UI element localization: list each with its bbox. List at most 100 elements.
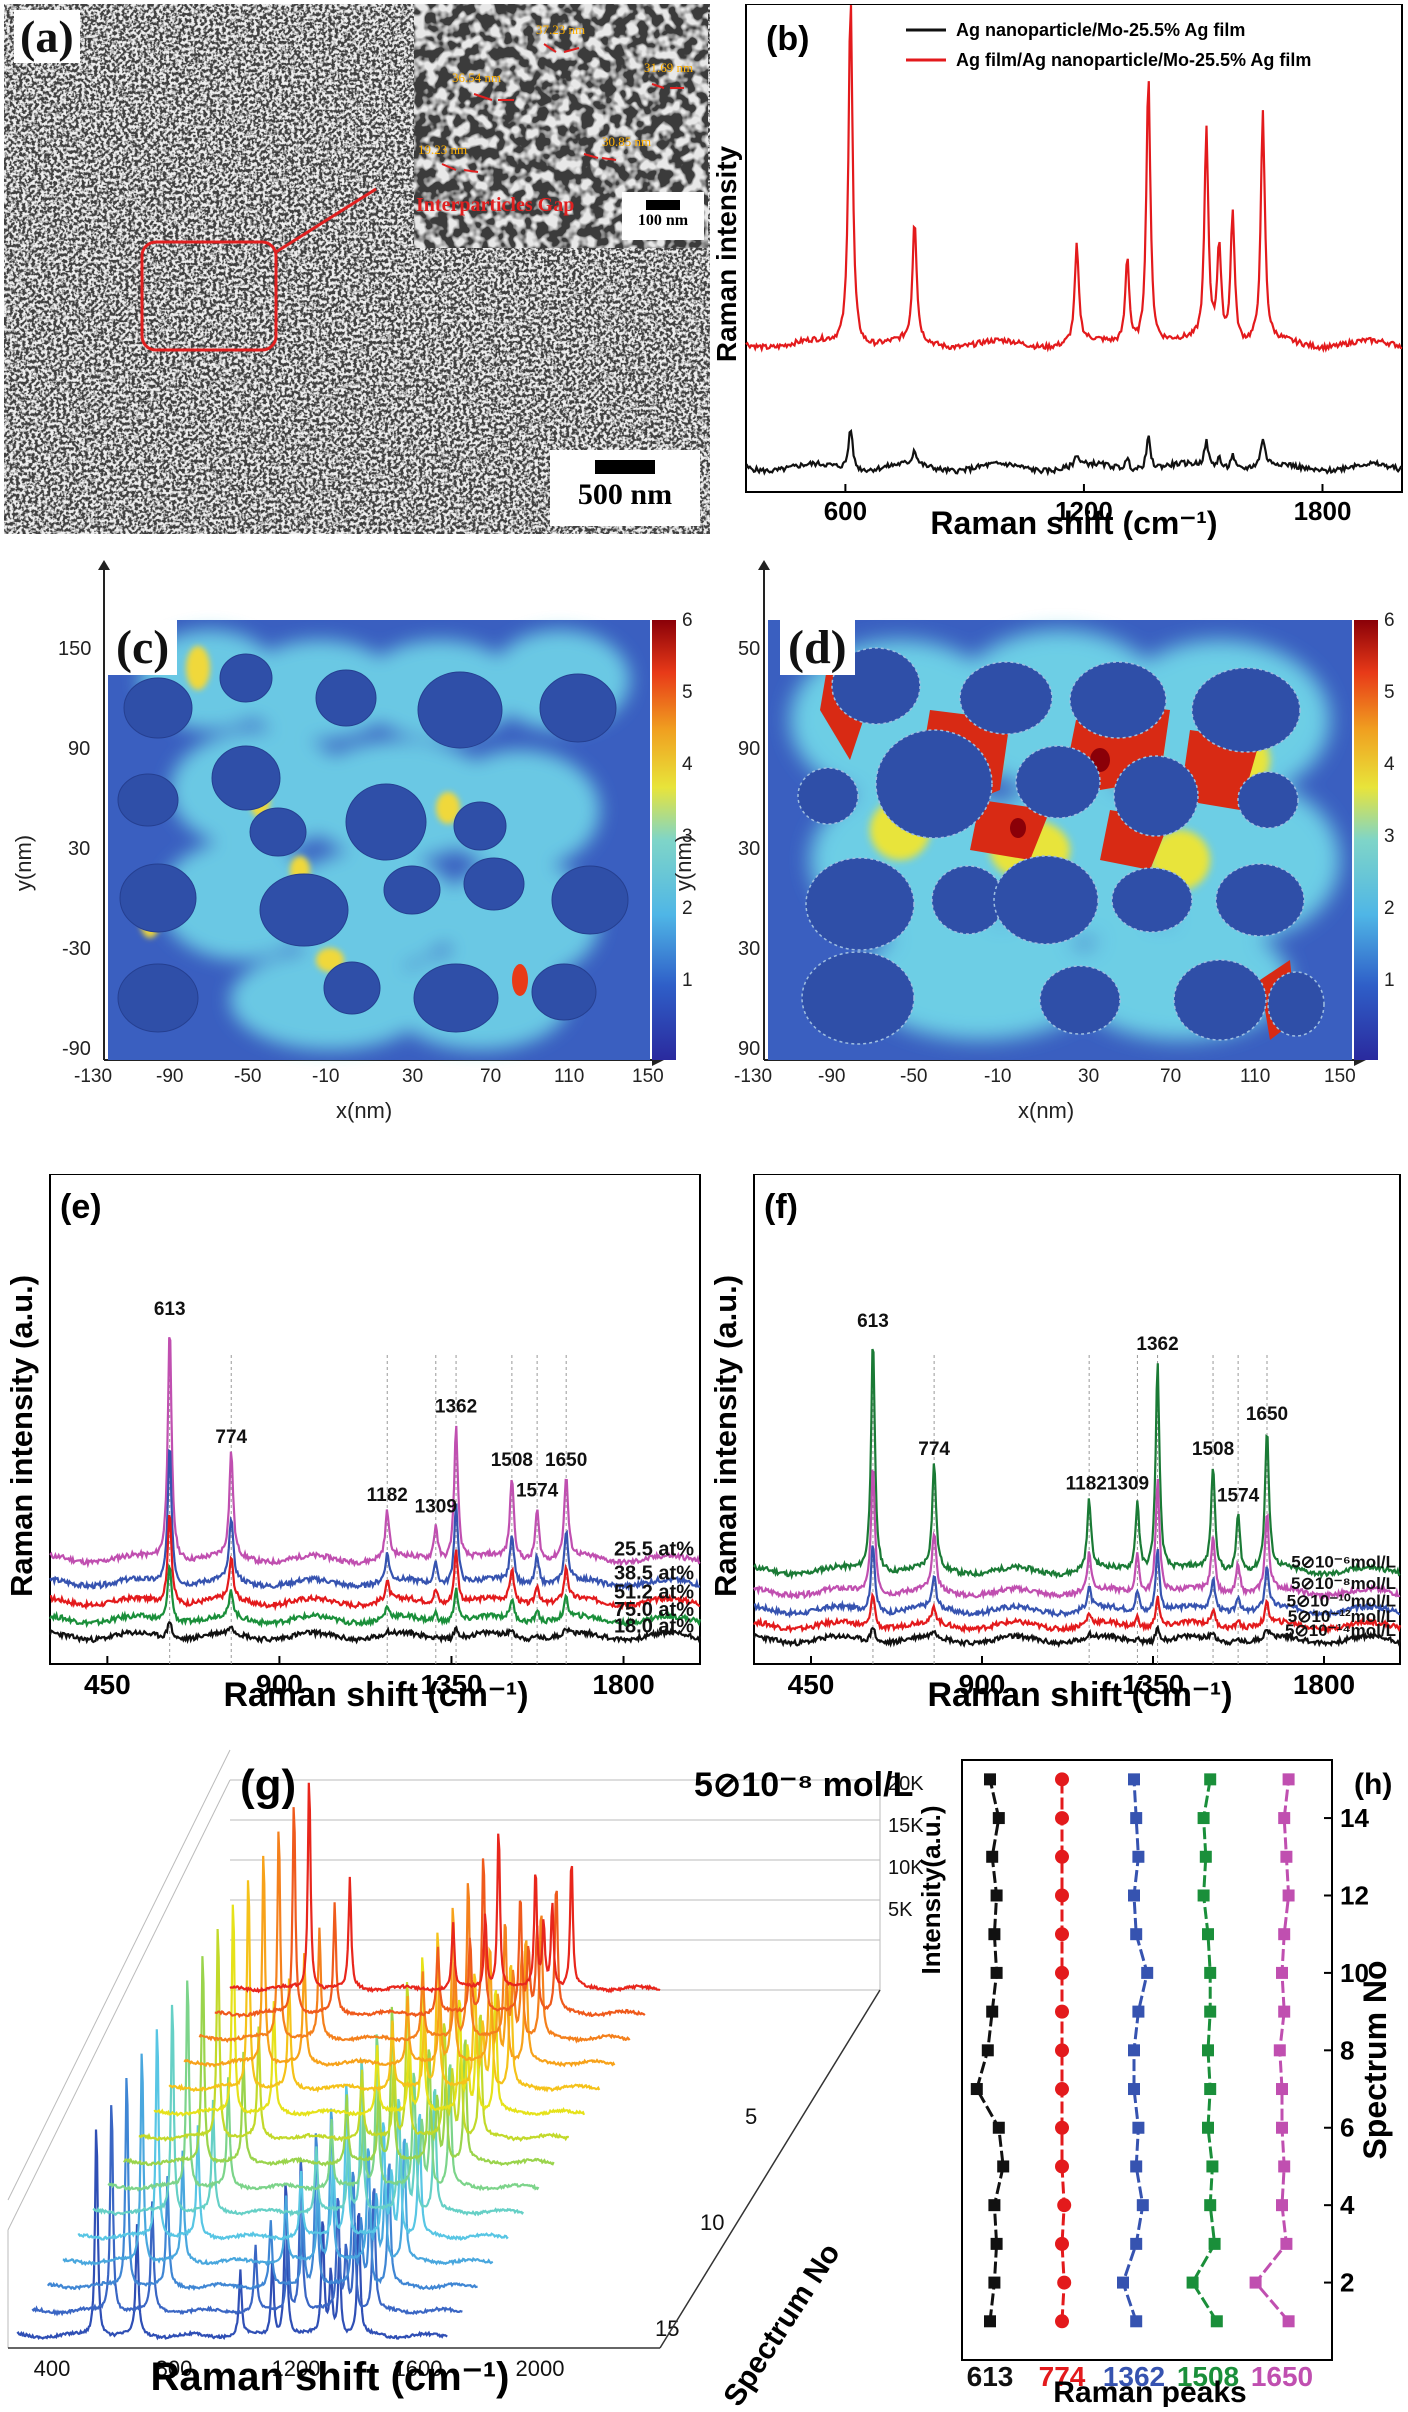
x-tick: 150 [632,1066,664,1087]
data-point [1128,2044,1140,2057]
x-tick-label: 450 [84,1669,131,1700]
inset-scale-bar: 100 nm [622,192,704,240]
x-tick: 30 [1078,1066,1100,1087]
series-line-2 [745,5,1403,354]
y-axis-title: y(nm) [11,834,37,892]
panel-c-heatmap: (c) y(nm) x(nm) 150 90 30 -30 -90 -130 -… [0,560,700,1140]
series-line-2 [753,1469,1401,1601]
gap-label-2: 37.23 nm [536,22,586,37]
x-tick-label: 1800 [1293,1669,1355,1700]
data-point [1202,2044,1214,2057]
data-point [1278,2005,1291,2018]
x-tick: 30 [402,1066,424,1087]
spectrum-1 [229,1782,661,1994]
x-tick-label: 1200 [272,2356,321,2381]
series-line-1 [753,1348,1401,1580]
series-line-4 [753,1591,1402,1635]
x-tick-label: 1350 [1122,1669,1184,1700]
peak-label: 1650 [1246,1404,1288,1425]
x-tick-label: 900 [959,1669,1006,1700]
peak-label: 1574 [516,1480,559,1501]
y-tick: 90 [738,1038,761,1060]
spectrum-12 [62,2053,494,2267]
panel-g-label: (g) [240,1761,296,1810]
legend: Ag nanoparticle/Mo-25.5% Ag film Ag film… [906,20,1311,70]
y-tick-label: 12 [1340,1880,1369,1910]
peak-category-label: 1362 [1103,2361,1165,2392]
series-label-2: 5⊘10⁻⁸mol/L [1291,1574,1396,1593]
data-point [1202,2121,1214,2134]
scale-bar: 500 nm [550,450,700,526]
stability-chart-h: 613 774 1362 1508 1650 2 4 6 8 10 12 14 (h) Spectru… [961,1759,1393,2409]
x-tick-label: 450 [788,1669,835,1700]
data-point [1055,2120,1069,2135]
cbar-tick: 6 [1384,610,1395,631]
intensity-axis-label: Intensity(a.u.) [916,1805,946,1974]
panel-c-label: (c) [108,620,178,675]
series-label-4: 75.0 at% [614,1599,694,1621]
data-point [1249,2276,1262,2289]
legend-series-2: Ag film/Ag nanoparticle/Mo-25.5% Ag film [956,50,1311,70]
data-point [1282,1773,1295,1786]
data-point [1055,2314,1069,2329]
y-tick-label: 10 [1340,1958,1369,1988]
x-tick: 70 [480,1066,502,1087]
cbar-tick: 3 [1384,826,1395,847]
cbar-tick: 2 [682,898,693,919]
intensity-tick-label: 20K [888,1773,924,1795]
cbar-tick: 4 [682,754,693,775]
data-point [1282,2315,1295,2328]
data-point [1055,1965,1069,1980]
data-point [1208,2237,1221,2250]
data-point [970,2083,983,2096]
x-tick: 70 [1160,1066,1182,1087]
panel-g-3d-chart: 400 800 1200 1600 2000 20K 15K 10K 5K 5 10 15 (g) 5… [0,1740,950,2412]
data-point [1280,2237,1293,2250]
legend-series-1: Ag nanoparticle/Mo-25.5% Ag film [956,20,1245,40]
data-point [1202,1928,1214,1941]
gap-label-4: 19.23 nm [418,142,468,157]
peak-label: 11821309 [1066,1474,1150,1495]
spectrum-2 [214,1807,646,2019]
y-tick-label: 8 [1340,2035,1354,2065]
y-axis-label: Raman intensity (a.u.) [708,1275,743,1597]
peak-label: 1650 [545,1450,587,1471]
data-point [1055,2082,1069,2097]
data-point [986,1850,999,1863]
data-point [981,2044,994,2057]
data-point [988,2199,1001,2212]
series-label-5: 5⊘10⁻¹⁴mol/L [1285,1621,1396,1640]
data-point [1276,1966,1288,1979]
x-axis-label: Raman shift (cm⁻¹) [223,1676,528,1714]
data-point [1055,1888,1069,1903]
y-tick-30: 30 [68,838,91,860]
data-point [1199,1850,1212,1863]
x-ticks: -130 -90 -50 -10 30 70 110 150 [74,1066,674,1090]
x-axis-label: Raman shift (cm⁻¹) [930,505,1217,540]
x-axis-label: Raman shift (cm⁻¹) [151,2355,510,2399]
data-point [1136,2199,1149,2212]
data-point [1204,2005,1217,2018]
data-point [1204,2083,1217,2096]
data-point [1276,2199,1288,2212]
y-tick-minus30: -30 [62,938,91,960]
highlight-box [140,240,278,352]
x-tick: -130 [74,1066,113,1087]
cbar-tick: 1 [1384,970,1395,991]
data-point [1204,1773,1217,1786]
x-axis-label: Raman peaks [1053,2376,1246,2407]
gap-label-5: 30.85 nm [602,134,652,149]
series-line-5 [48,1620,702,1645]
x-tick: -10 [312,1066,340,1087]
data-point [1186,2276,1199,2289]
x-tick: -10 [984,1066,1012,1087]
spectrum-11 [77,2029,509,2242]
x-tick: -50 [900,1066,928,1087]
data-point [1130,2237,1143,2250]
x-axis-title: x(nm) [336,1098,393,1123]
spectrum-5 [168,1880,601,2093]
peak-label: 1362 [1136,1334,1178,1355]
panel-h-chart: 613 774 1362 1508 1650 2 4 6 8 10 12 14 (h) Spectru… [950,1740,1408,2409]
raman-chart-b: 600 1200 1800 Ag nanoparticle/Mo-25.5% Ag … [711,3,1403,541]
raman-chart-e: 25.5 at%38.5 at%51.2 at%75.0 at%18.0 at%… [4,1173,702,1714]
